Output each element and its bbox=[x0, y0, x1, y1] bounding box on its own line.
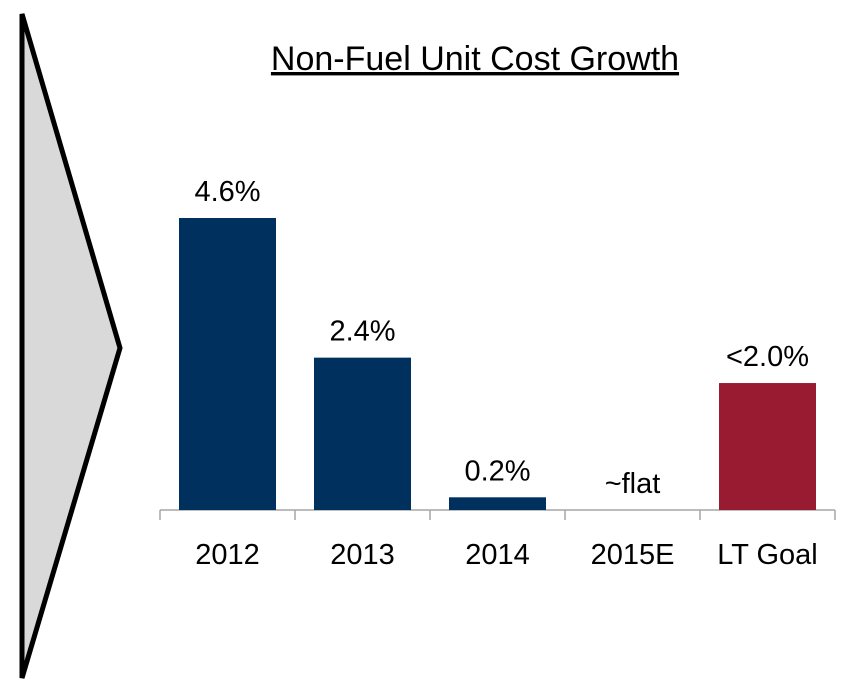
value-label: ~flat bbox=[605, 468, 661, 500]
value-label: 4.6% bbox=[194, 176, 260, 208]
value-label: <2.0% bbox=[726, 341, 809, 373]
arrow-shape bbox=[19, 13, 123, 679]
x-tick-label: 2014 bbox=[465, 539, 530, 571]
bar bbox=[179, 218, 276, 510]
value-label: 2.4% bbox=[329, 316, 395, 348]
x-tick-label: 2013 bbox=[330, 539, 395, 571]
bar bbox=[719, 383, 816, 510]
value-label: 0.2% bbox=[464, 455, 530, 487]
x-tick-label: 2015E bbox=[591, 539, 675, 571]
bar bbox=[449, 497, 546, 510]
chart-title: Non-Fuel Unit Cost Growth bbox=[271, 40, 679, 78]
x-tick-label: 2012 bbox=[195, 539, 260, 571]
bar bbox=[314, 357, 411, 510]
x-tick-label: LT Goal bbox=[717, 539, 817, 571]
